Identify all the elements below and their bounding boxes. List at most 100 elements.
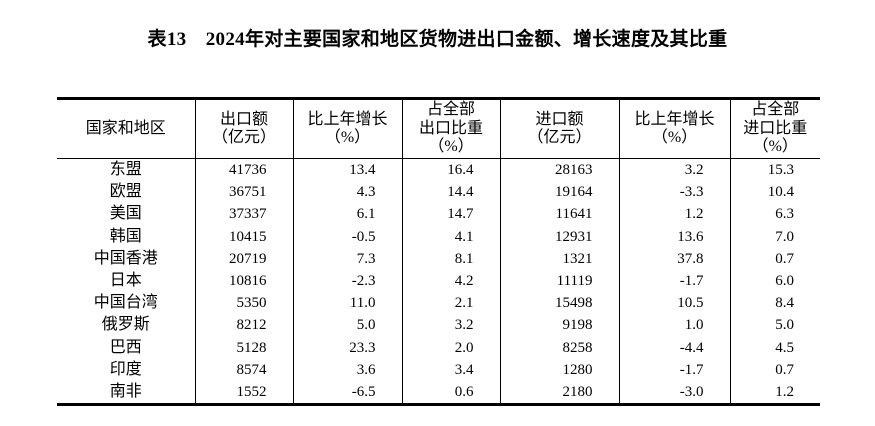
import-cell: 8258 <box>499 336 619 359</box>
import-cell: 11641 <box>499 203 619 226</box>
import-growth-cell: 3.2 <box>618 158 730 182</box>
region-cell: 日本 <box>109 272 142 290</box>
import-cell: 12931 <box>499 225 619 248</box>
export-cell: 8212 <box>194 314 293 337</box>
table-row: 俄罗斯 8212 5.0 3.2 9198 1.0 5.0 <box>57 314 820 337</box>
export-growth-cell: 23.3 <box>292 336 402 359</box>
export-growth-cell: 7.3 <box>292 247 402 271</box>
region-cell: 韩国 <box>109 227 142 245</box>
region-cell: 欧盟 <box>109 183 142 201</box>
import-growth-cell: -3.3 <box>618 181 730 204</box>
export-cell: 8574 <box>194 358 293 382</box>
import-growth-cell: -3.0 <box>618 381 730 404</box>
import-share-cell: 7.0 <box>729 225 820 248</box>
export-cell: 5128 <box>194 336 293 359</box>
region-cell: 俄罗斯 <box>101 316 150 334</box>
import-cell: 2180 <box>499 381 619 404</box>
export-growth-cell: 11.0 <box>292 292 402 315</box>
export-growth-cell: 3.6 <box>292 358 402 382</box>
import-share-cell: 10.4 <box>729 181 820 204</box>
export-cell: 1552 <box>194 381 293 404</box>
export-cell: 36751 <box>194 181 293 204</box>
import-cell: 19164 <box>499 181 619 204</box>
export-share-cell: 8.1 <box>401 247 500 271</box>
table-row: 美国 37337 6.1 14.7 11641 1.2 6.3 <box>57 203 820 226</box>
table-row: 巴西 5128 23.3 2.0 8258 -4.4 4.5 <box>57 336 820 359</box>
export-share-cell: 14.7 <box>401 203 500 226</box>
export-share-cell: 2.0 <box>401 336 500 359</box>
import-share-cell: 6.3 <box>729 203 820 226</box>
table-row: 中国香港 20719 7.3 8.1 1321 37.8 0.7 <box>57 247 820 271</box>
header-row: 国家和地区 出口额 （亿元） 比上年增长 （%） 占全部 出口比重 （%） 进口… <box>57 100 820 159</box>
export-growth-cell: -2.3 <box>292 270 402 293</box>
import-share-cell: 6.0 <box>729 270 820 293</box>
table-header: 国家和地区 出口额 （亿元） 比上年增长 （%） 占全部 出口比重 （%） 进口… <box>57 100 820 159</box>
import-growth-cell: 10.5 <box>618 292 730 315</box>
page-title: 表13 2024年对主要国家和地区货物进出口金额、增长速度及其比重 <box>147 29 728 50</box>
export-cell: 41736 <box>194 158 293 182</box>
export-cell: 10816 <box>194 270 293 293</box>
region-cell: 巴西 <box>109 338 142 356</box>
import-growth-cell: 13.6 <box>618 225 730 248</box>
import-growth-cell: 1.0 <box>618 314 730 337</box>
export-share-cell: 4.2 <box>401 270 500 293</box>
import-cell: 11119 <box>499 270 619 293</box>
import-cell: 28163 <box>499 158 619 182</box>
import-share-cell: 1.2 <box>729 381 820 404</box>
import-share-cell: 15.3 <box>729 158 820 182</box>
import-share-cell: 0.7 <box>729 247 820 271</box>
export-share-cell: 2.1 <box>401 292 500 315</box>
export-share-cell: 3.4 <box>401 358 500 382</box>
export-cell: 37337 <box>194 203 293 226</box>
header-export-growth: 比上年增长 （%） <box>292 100 402 159</box>
export-share-cell: 4.1 <box>401 225 500 248</box>
table-row: 韩国 10415 -0.5 4.1 12931 13.6 7.0 <box>57 225 820 248</box>
header-import-growth: 比上年增长 （%） <box>618 100 730 159</box>
trade-table-container: 国家和地区 出口额 （亿元） 比上年增长 （%） 占全部 出口比重 （%） 进口… <box>57 97 820 407</box>
table-row: 印度 8574 3.6 3.4 1280 -1.7 0.7 <box>57 358 820 382</box>
export-growth-cell: -0.5 <box>292 225 402 248</box>
export-cell: 10415 <box>194 225 293 248</box>
header-export: 出口额 （亿元） <box>194 100 293 159</box>
export-share-cell: 0.6 <box>401 381 500 404</box>
table-body: 东盟 41736 13.4 16.4 28163 3.2 15.3 欧盟 36751 4.3 14.… <box>57 158 820 404</box>
export-growth-cell: 6.1 <box>292 203 402 226</box>
import-share-cell: 4.5 <box>729 336 820 359</box>
import-share-cell: 8.4 <box>729 292 820 315</box>
import-share-cell: 0.7 <box>729 358 820 382</box>
import-growth-cell: 37.8 <box>618 247 730 271</box>
import-cell: 1280 <box>499 358 619 382</box>
table-row: 南非 1552 -6.5 0.6 2180 -3.0 1.2 <box>57 381 820 404</box>
export-growth-cell: -6.5 <box>292 381 402 404</box>
export-growth-cell: 5.0 <box>292 314 402 337</box>
region-cell: 美国 <box>109 205 142 223</box>
export-growth-cell: 13.4 <box>292 158 402 182</box>
table-row: 欧盟 36751 4.3 14.4 19164 -3.3 10.4 <box>57 181 820 204</box>
export-cell: 20719 <box>194 247 293 271</box>
import-cell: 9198 <box>499 314 619 337</box>
export-share-cell: 3.2 <box>401 314 500 337</box>
header-import-share: 占全部 进口比重 （%） <box>729 100 820 159</box>
header-region: 国家和地区 <box>57 100 195 159</box>
header-export-share: 占全部 出口比重 （%） <box>401 100 500 159</box>
table-row: 日本 10816 -2.3 4.2 11119 -1.7 6.0 <box>57 270 820 293</box>
import-growth-cell: -4.4 <box>618 336 730 359</box>
import-growth-cell: -1.7 <box>618 358 730 382</box>
header-import: 进口额 （亿元） <box>499 100 619 159</box>
export-share-cell: 14.4 <box>401 181 500 204</box>
import-cell: 1321 <box>499 247 619 271</box>
export-cell: 5350 <box>194 292 293 315</box>
region-cell: 东盟 <box>109 161 142 178</box>
import-cell: 15498 <box>499 292 619 315</box>
region-cell: 南非 <box>109 383 142 401</box>
table-row: 中国台湾 5350 11.0 2.1 15498 10.5 8.4 <box>57 292 820 315</box>
region-cell: 中国台湾 <box>93 294 158 312</box>
export-growth-cell: 4.3 <box>292 181 402 204</box>
export-share-cell: 16.4 <box>401 158 500 182</box>
region-cell: 中国香港 <box>93 249 158 267</box>
import-share-cell: 5.0 <box>729 314 820 337</box>
import-growth-cell: -1.7 <box>618 270 730 293</box>
import-growth-cell: 1.2 <box>618 203 730 226</box>
table-row: 东盟 41736 13.4 16.4 28163 3.2 15.3 <box>57 158 820 182</box>
trade-table: 国家和地区 出口额 （亿元） 比上年增长 （%） 占全部 出口比重 （%） 进口… <box>57 100 820 404</box>
